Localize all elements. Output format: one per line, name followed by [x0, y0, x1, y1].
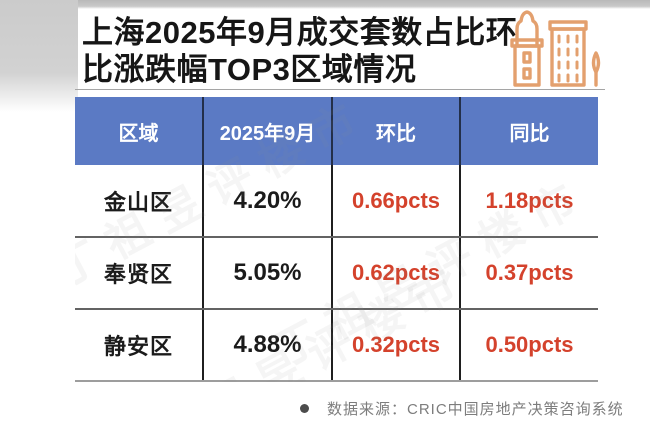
bullet-dot-icon — [300, 404, 309, 413]
cell-region: 静安区 — [75, 309, 204, 382]
data-table: 丁祖昱评楼市 丁祖昱评楼市 丁祖昱评楼市 区域 2025年9月 环比 同比 金山… — [75, 97, 598, 382]
table-header-row: 区域 2025年9月 环比 同比 — [75, 97, 598, 165]
cell-yoy-value: 0.50pcts — [460, 309, 598, 382]
cell-yoy-value: 0.37pcts — [460, 237, 598, 310]
cell-yoy-value: 1.18pcts — [460, 165, 598, 238]
page-title-line-1: 上海2025年9月成交套数占比环 — [82, 15, 518, 50]
table-row: 金山区 4.20% 0.66pcts 1.18pcts — [75, 165, 598, 238]
page-title: 上海2025年9月成交套数占比环 比涨跌幅TOP3区域情况 — [82, 14, 522, 88]
building-icon — [504, 9, 604, 89]
page-title-line-2: 比涨跌幅TOP3区域情况 — [82, 52, 417, 87]
col-header-region: 区域 — [75, 97, 204, 165]
corner-edge-shade — [0, 0, 78, 112]
cell-month-value: 4.20% — [203, 165, 333, 238]
cell-month-value: 5.05% — [203, 237, 333, 310]
col-header-mom: 环比 — [332, 97, 461, 165]
cell-month-value: 4.88% — [203, 309, 333, 382]
cell-mom-value: 0.62pcts — [332, 237, 461, 310]
table-row: 静安区 4.88% 0.32pcts 0.50pcts — [75, 309, 598, 382]
cell-region: 奉贤区 — [75, 237, 204, 310]
col-header-month: 2025年9月 — [203, 97, 333, 165]
col-header-yoy: 同比 — [460, 97, 598, 165]
title-divider — [75, 89, 605, 90]
top-edge-shade — [0, 0, 650, 9]
source-note: 数据来源：CRIC中国房地产决策咨询系统 — [300, 398, 624, 419]
cell-mom-value: 0.32pcts — [332, 309, 461, 382]
table-row: 奉贤区 5.05% 0.62pcts 0.37pcts — [75, 237, 598, 310]
cell-region: 金山区 — [75, 165, 204, 238]
source-text: 数据来源：CRIC中国房地产决策咨询系统 — [327, 401, 624, 418]
cell-mom-value: 0.66pcts — [332, 165, 461, 238]
